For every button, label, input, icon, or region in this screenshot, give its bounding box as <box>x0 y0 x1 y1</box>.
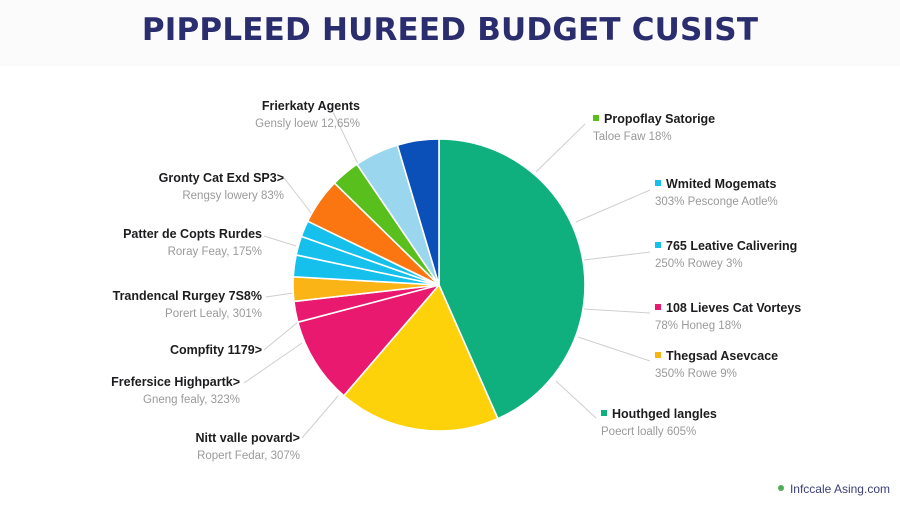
callout-label: Patter de Copts Rurdes Roray Feay, 175% <box>123 228 262 258</box>
callout-name-text: Houthged langles <box>612 407 717 421</box>
callout-label: 765 Leative Calivering 250% Rowey 3% <box>655 240 797 270</box>
leader-line <box>582 308 651 314</box>
callout-name: 765 Leative Calivering <box>655 240 797 253</box>
footer-text: Infccale Asing.com <box>789 482 890 496</box>
leader-line <box>263 321 299 351</box>
callout-name: Frefersice Highpartk> <box>111 375 240 389</box>
legend-swatch-icon <box>655 352 661 358</box>
leader-line <box>283 177 313 215</box>
callout-label: Trandencal Rurgey 7S8% Porert Lealy, 301% <box>113 290 262 320</box>
callout-name-text: Thegsad Asevcace <box>666 349 779 363</box>
callout-label: 108 Lieves Cat Vorteys 78% Honeg 18% <box>655 302 801 332</box>
leader-line <box>263 235 297 247</box>
title-band <box>0 0 900 66</box>
callout-name: Propoflay Satorige <box>593 113 715 126</box>
leader-line <box>301 395 339 439</box>
leader-line <box>583 251 651 261</box>
callout-label: Frierkaty Agents Gensly loew 12,65% <box>255 100 360 130</box>
callout-name: Compfity 1179> <box>169 343 262 357</box>
callout-name: Trandencal Rurgey 7S8% <box>112 289 262 303</box>
callout-value: Rengsy lowery 83% <box>182 189 284 202</box>
callout-value: Ropert Fedar, 307% <box>197 449 300 462</box>
callout-value: Gneng fealy, 323% <box>143 393 240 406</box>
callout-value: Gensly loew 12,65% <box>255 117 360 130</box>
pie-slice-green-main <box>438 138 586 420</box>
callout-value: Roray Feay, 175% <box>167 245 262 258</box>
leader-line <box>555 380 597 419</box>
leader-line <box>577 336 651 362</box>
callout-label: Thegsad Asevcace 350% Rowe 9% <box>655 350 778 380</box>
callout-name: Frierkaty Agents <box>261 99 360 113</box>
legend-swatch-icon <box>655 242 661 248</box>
callout-name: Wmited Mogemats <box>655 178 778 191</box>
callout-value: Taloe Faw 18% <box>593 130 672 143</box>
callout-label: Gronty Cat Exd SP3> Rengsy lowery 83% <box>159 172 284 202</box>
callout-name: 108 Lieves Cat Vorteys <box>655 302 801 315</box>
legend-swatch-icon <box>655 304 661 310</box>
callout-name-text: Propoflay Satorige <box>604 112 716 126</box>
callout-label: Propoflay Satorige Taloe Faw 18% <box>593 113 715 143</box>
chart-title: PIPPLEED HUREED BUDGET CUSIST <box>141 12 759 48</box>
callout-name-text: Wmited Mogemats <box>666 177 777 191</box>
pie-slices <box>292 138 586 432</box>
pie-slice-magenta-large <box>297 284 440 397</box>
callout-label: Nitt valle povard> Ropert Fedar, 307% <box>195 432 300 462</box>
callout-label: Frefersice Highpartk> Gneng fealy, 323% <box>111 376 240 406</box>
callout-label: Compfity 1179> <box>170 344 262 357</box>
callout-name: Thegsad Asevcace <box>655 350 778 363</box>
callout-value: 350% Rowe 9% <box>655 367 737 380</box>
callout-name: Nitt valle povard> <box>195 431 300 445</box>
callout-name-text: 765 Leative Calivering <box>666 239 798 253</box>
footer-brand: Infccale Asing.com <box>777 482 890 496</box>
callout-label: Wmited Mogemats 303% Pesconge Aotle% <box>655 178 778 208</box>
callout-name: Gronty Cat Exd SP3> <box>158 171 284 185</box>
leader-line <box>265 292 294 298</box>
leader-line <box>535 123 586 173</box>
callout-name: Houthged langles <box>601 408 717 421</box>
callout-value: 78% Honeg 18% <box>655 319 742 332</box>
callout-label: Houthged langles Poecrt loally 605% <box>601 408 717 438</box>
brand-dot-icon <box>777 485 784 491</box>
leader-line <box>575 189 651 223</box>
leader-line <box>331 109 361 169</box>
legend-swatch-icon <box>601 410 607 416</box>
callout-value: Porert Lealy, 301% <box>165 307 262 320</box>
callout-value: 250% Rowey 3% <box>655 257 743 270</box>
callout-name-text: 108 Lieves Cat Vorteys <box>666 301 802 315</box>
legend-swatch-icon <box>593 115 599 121</box>
callout-value: 303% Pesconge Aotle% <box>655 195 778 208</box>
pie-slice-yellow <box>343 284 499 432</box>
callout-name: Patter de Copts Rurdes <box>123 227 262 241</box>
legend-swatch-icon <box>655 180 661 186</box>
leader-line <box>243 342 303 384</box>
pie-slice-dark-blue <box>396 138 440 286</box>
callout-value: Poecrt loally 605% <box>601 425 697 438</box>
leader-lines <box>243 109 651 439</box>
